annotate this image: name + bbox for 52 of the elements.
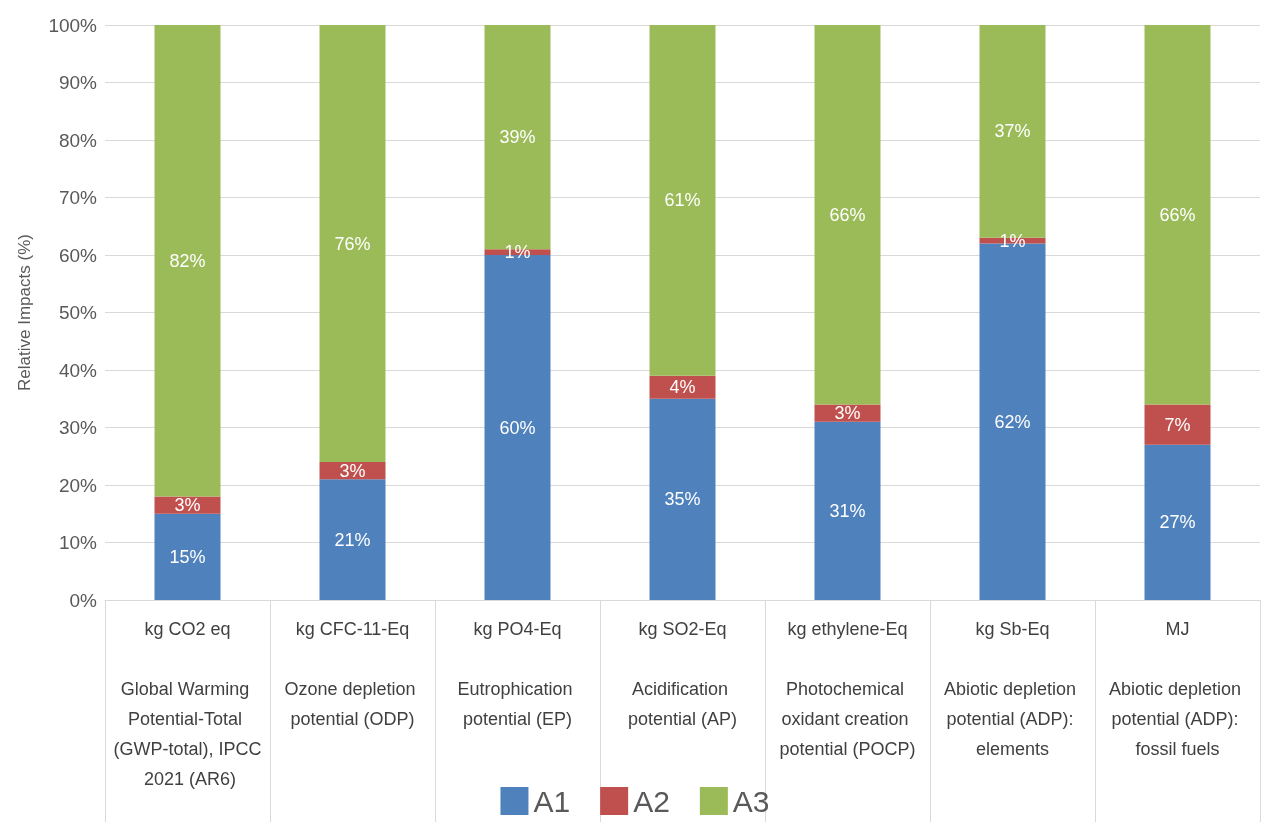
y-axis-title: Relative Impacts (%) [15, 234, 34, 391]
data-label: 66% [829, 204, 866, 225]
y-tick-label: 70% [58, 187, 98, 208]
data-label: 3% [174, 495, 201, 516]
bar [319, 25, 386, 462]
data-label: 31% [829, 500, 866, 521]
bar [649, 25, 716, 376]
bar [649, 398, 716, 600]
bar [814, 421, 881, 600]
y-tick-label: 40% [58, 359, 98, 381]
category-label: kg Sb-Eq Abiotic depletion potential (ADP): elements [943, 619, 1077, 759]
bar [154, 25, 221, 497]
legend-label: A3 [732, 784, 770, 818]
category-label: kg ethylene-Eq Photochemical oxidant creation potential (POCP) [779, 619, 916, 759]
data-label: 3% [339, 460, 366, 481]
data-label: 62% [994, 411, 1031, 432]
bar [1144, 404, 1211, 445]
y-tick-label: 10% [58, 532, 98, 553]
y-tick-label: 50% [58, 302, 98, 323]
bar [154, 513, 221, 600]
data-label: 82% [169, 250, 206, 271]
data-label: 37% [994, 121, 1031, 142]
data-label: 76% [334, 233, 371, 254]
legend-label: A2 [633, 784, 670, 818]
data-label: 15% [169, 546, 206, 567]
legend-label: A1 [533, 784, 571, 818]
y-tick-label: 90% [58, 72, 98, 93]
y-tick-label: 80% [58, 129, 98, 151]
data-label: 39% [499, 127, 536, 148]
data-label: 3% [834, 403, 861, 424]
data-label: 27% [1159, 512, 1196, 533]
category-label: kg SO2-Eq Acidification potential (AP) [627, 619, 738, 729]
bar [1144, 444, 1211, 600]
category-label: kg CFC-11-Eq Ozone depletion potential (ODP) [284, 619, 416, 729]
category-label: MJ Abiotic depletion potential (ADP): fossil fuels [1108, 619, 1242, 759]
data-label: 7% [1164, 414, 1191, 435]
data-label: 66% [1159, 204, 1196, 225]
y-tick-label: 30% [58, 417, 98, 438]
y-tick-label: 0% [69, 589, 98, 611]
data-label: 21% [334, 529, 371, 550]
category-label: kg PO4-Eq Eutrophication potential (EP) [457, 619, 573, 729]
y-tick-label: 100% [48, 14, 98, 36]
y-tick-label: 60% [58, 244, 98, 266]
category-label: kg CO2 eq Global Warming Potential-Total (GWP-total), IPCC 2021 (AR6) [113, 619, 262, 789]
data-label: 60% [499, 417, 536, 438]
bar [814, 25, 881, 405]
data-label: 61% [664, 190, 701, 211]
bar [1144, 25, 1211, 405]
y-tick-label: 20% [58, 474, 98, 496]
bar [319, 479, 386, 600]
data-label: 4% [669, 377, 696, 398]
data-label: 35% [664, 489, 701, 510]
